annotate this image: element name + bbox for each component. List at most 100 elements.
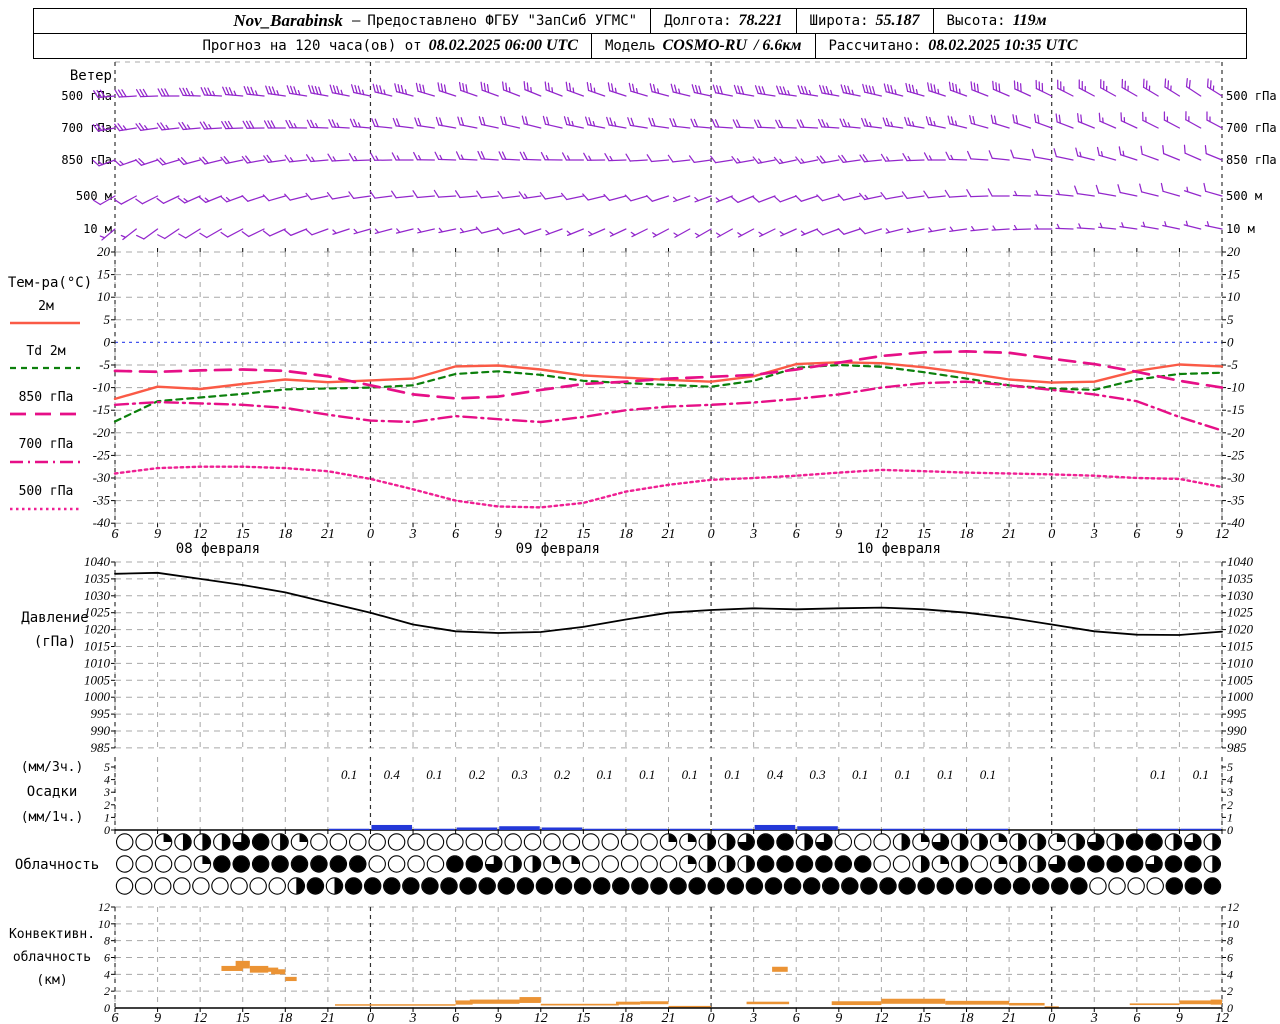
cloud-symbol (834, 833, 853, 851)
hour-label: 9 (1176, 527, 1183, 542)
cloud-symbol-fill (651, 878, 667, 894)
precip-amount-label: 0.4 (384, 767, 401, 782)
pressure-tick-right: 1000 (1227, 689, 1254, 704)
cloud-symbol-fill (593, 878, 610, 894)
cloud-symbol-fill (498, 878, 515, 894)
hour-label-bottom: 15 (576, 1011, 590, 1024)
cloud-symbol-fill (252, 834, 269, 850)
cloud-symbol-fill (842, 878, 858, 894)
hour-label-bottom: 6 (112, 1011, 119, 1024)
precip-bar (499, 826, 540, 830)
cloud-symbol-fill (163, 834, 172, 842)
cloud-symbol (1089, 877, 1107, 895)
pressure-tick-left: 990 (91, 723, 111, 738)
cloud-symbol-fill (485, 856, 502, 872)
header-row-2: Прогноз на 120 часа(ов) от 08.02.2025 06… (34, 33, 1246, 58)
cloud-symbol-fill (221, 834, 230, 850)
hour-label: 3 (1090, 527, 1098, 542)
cloud-symbol-fill (1212, 834, 1221, 850)
cloud-symbol (601, 855, 619, 873)
hour-label-bottom: 18 (960, 1011, 974, 1024)
cloud-symbol-fill (746, 878, 763, 894)
precip-amount-label: 0.1 (1150, 767, 1166, 782)
precip-bar (712, 828, 753, 830)
cloud-symbol-fill (233, 856, 250, 872)
cloud-symbol-fill (668, 834, 677, 842)
pressure-tick-left: 1020 (84, 622, 111, 637)
precip-tick-left: 2 (104, 798, 110, 812)
cloud-symbol (1146, 877, 1164, 895)
cloud-symbol-fill (804, 834, 813, 850)
hour-label-bottom: 12 (1215, 1011, 1229, 1024)
hour-label-bottom: 3 (749, 1011, 757, 1024)
conv-tick-right: 2 (1227, 984, 1233, 998)
cloud-symbol-fill (796, 856, 813, 872)
cloud-symbol-fill (1107, 856, 1123, 872)
temperature-series (113, 465, 1224, 509)
cloud-symbol (853, 833, 872, 851)
pressure-tick-left: 1035 (84, 571, 111, 586)
cloud-symbol-fill (746, 856, 754, 872)
temp-tick-left: 5 (104, 312, 111, 327)
pressure-tick-left: 1040 (84, 554, 111, 569)
wind-level-label-right: 10 м (1226, 222, 1255, 236)
pressure-tick-left: 1000 (84, 689, 111, 704)
cloud-symbol-fill (1185, 856, 1201, 872)
wind-level-label-left: 850 гПа (61, 153, 112, 167)
precip-tick-left: 5 (104, 760, 110, 774)
precip-bar (839, 828, 881, 830)
hour-label: 12 (534, 527, 548, 542)
temperature-series (113, 380, 1224, 432)
temp-tick-left: -20 (93, 425, 111, 440)
cloud-symbol (970, 855, 988, 873)
precip-bar (882, 828, 923, 830)
temperature-panel: 20 20 15 15 10 10 5 5 0 0 -5 -5 -10 -10 -15 -15 -20 -20 -2… (8, 244, 1245, 530)
pressure-tick-left: 1005 (84, 672, 111, 687)
wind-level-label-right: 700 гПа (1226, 121, 1277, 135)
hour-label-bottom: 12 (874, 1011, 888, 1024)
pressure-tick-right: 990 (1227, 723, 1247, 738)
cloud-row (115, 833, 1222, 851)
altitude-segment: Высота: 119м (932, 9, 1060, 33)
hour-label-bottom: 9 (495, 1011, 502, 1024)
convective-segment (285, 976, 297, 982)
convective-segment (1210, 999, 1222, 1005)
cloud-symbol (135, 833, 153, 851)
precip-bar (541, 827, 583, 830)
temp-tick-left: -5 (99, 357, 110, 372)
cloud-symbol-fill (1146, 834, 1162, 850)
pressure-panel: 1040 1040 1035 1035 1030 1030 1025 1025 1020 1020… (21, 554, 1253, 755)
cloud-symbol-fill (918, 878, 934, 894)
convective-panel-title: (км) (36, 973, 67, 988)
cloud-symbol-fill (233, 834, 250, 850)
convective-segment (235, 960, 250, 969)
cloud-symbol-fill (517, 878, 534, 894)
cloud-symbol (387, 855, 406, 873)
cloud-symbol (154, 855, 173, 873)
temp-tick-right: -10 (1227, 380, 1245, 395)
cloud-symbol-fill (1115, 834, 1123, 850)
cloud-symbol (523, 833, 542, 851)
hour-label: 12 (193, 527, 207, 542)
cloud-symbol (230, 877, 248, 895)
cloud-symbol-fill (330, 856, 347, 872)
temp-tick-left: -35 (93, 493, 111, 508)
temp-tick-right: -40 (1227, 515, 1245, 530)
precip-bar (669, 828, 711, 830)
temp-tick-left: -25 (93, 447, 111, 462)
cloud-symbol-fill (182, 834, 191, 850)
pressure-tick-left: 995 (91, 706, 111, 721)
cloud-symbol-fill (447, 856, 463, 872)
cloud-symbol-fill (803, 878, 820, 894)
pressure-tick-left: 1010 (84, 655, 111, 670)
cloud-symbol-fill (364, 878, 381, 894)
legend-label: 500 гПа (19, 484, 74, 499)
conv-tick-right: 10 (1227, 917, 1239, 931)
cloud-symbol-fill (202, 834, 211, 850)
altitude-value: 119м (1012, 12, 1047, 29)
cloud-symbol (310, 833, 328, 851)
cloud-symbol-fill (441, 878, 457, 894)
temp-tick-right: 5 (1227, 312, 1234, 327)
temp-tick-left: 10 (97, 289, 111, 304)
cloud-symbol (465, 833, 484, 851)
